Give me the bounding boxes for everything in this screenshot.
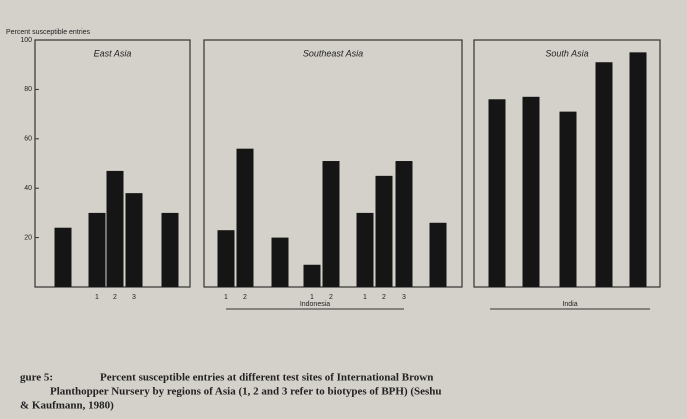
x-tick-label: 2 [113, 294, 117, 301]
bar [107, 171, 124, 287]
bar [560, 112, 577, 287]
bar [396, 161, 413, 287]
y-axis-label: Percent susceptible entries [6, 29, 91, 36]
y-tick-label: 20 [24, 234, 32, 241]
x-tick-label: 3 [402, 294, 406, 301]
bar [430, 223, 447, 287]
bar [489, 99, 506, 287]
caption-label: gure 5: [20, 372, 53, 384]
chart: Percent susceptible entries gure 5: Perc… [0, 0, 687, 419]
bar [272, 238, 289, 287]
x-tick-label: 1 [363, 294, 367, 301]
caption-line: Planthopper Nursery by regions of Asia (… [50, 386, 442, 398]
x-tick-label: 2 [243, 294, 247, 301]
bar [357, 213, 374, 287]
y-tick-label: 60 [24, 136, 32, 143]
x-tick-label: 1 [310, 294, 314, 301]
y-tick-label: 100 [20, 37, 32, 44]
x-tick-label: 2 [329, 294, 333, 301]
bar [596, 62, 613, 287]
bar [323, 161, 340, 287]
y-tick-label: 80 [24, 86, 32, 93]
panel-title: South Asia [545, 48, 588, 58]
caption-line: Percent susceptible entries at different… [100, 372, 433, 384]
annotation: India [562, 301, 577, 308]
bar [304, 265, 321, 287]
x-tick-label: 3 [132, 294, 136, 301]
bar [162, 213, 179, 287]
bar [523, 97, 540, 287]
panel-title: Southeast Asia [303, 48, 363, 58]
bar [630, 52, 647, 287]
bar [376, 176, 393, 287]
bar [89, 213, 106, 287]
x-tick-label: 1 [224, 294, 228, 301]
caption-line: & Kaufmann, 1980) [20, 400, 114, 412]
background [0, 0, 687, 419]
bar [218, 230, 235, 287]
x-tick-label: 1 [95, 294, 99, 301]
x-tick-label: 2 [382, 294, 386, 301]
annotation: Indonesia [300, 301, 330, 308]
bar [237, 149, 254, 287]
y-tick-label: 40 [24, 185, 32, 192]
bar [126, 193, 143, 287]
panel-title: East Asia [94, 48, 132, 58]
bar [55, 228, 72, 287]
